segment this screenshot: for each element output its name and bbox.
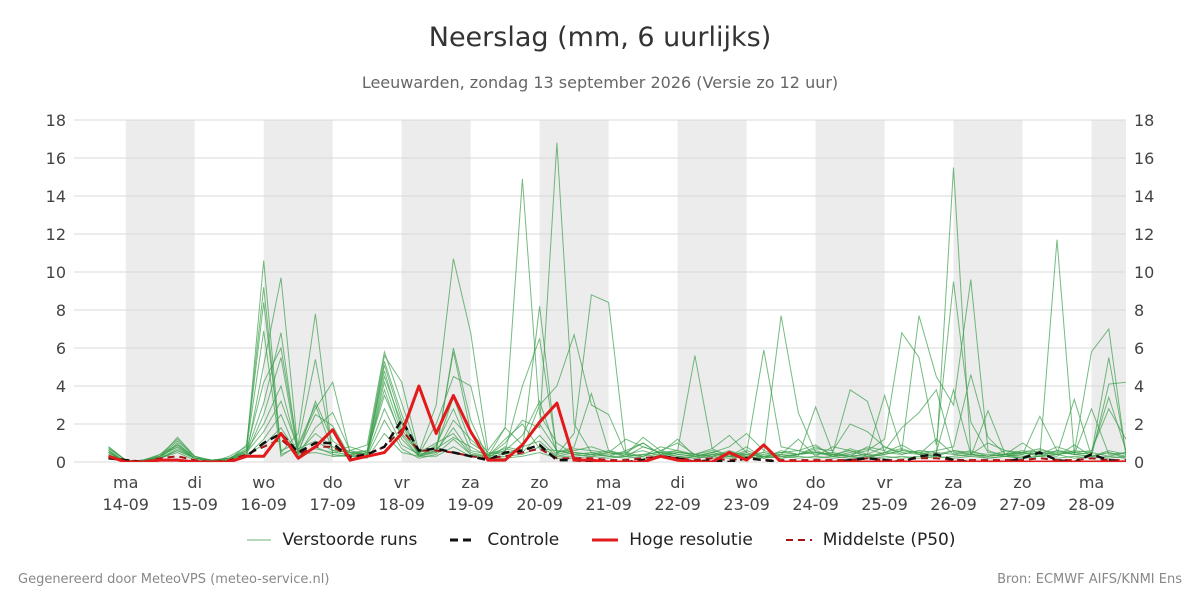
- legend-label-high-res: Hoge resolutie: [629, 530, 753, 550]
- y-tick-label-right: 18: [1134, 111, 1154, 130]
- y-tick-label-left: 0: [56, 453, 66, 472]
- chart-legend: Verstoorde runs Controle Hoge resolutie …: [0, 530, 1200, 550]
- ensemble-run-line: [108, 167, 1126, 462]
- legend-item-high-res[interactable]: Hoge resolutie: [591, 530, 753, 550]
- x-tick-date: 28-09: [1068, 495, 1115, 514]
- x-tick-date: 18-09: [378, 495, 425, 514]
- x-tick-day: do: [806, 473, 826, 492]
- ensemble-run-line: [108, 277, 1126, 462]
- legend-item-control[interactable]: Controle: [449, 530, 559, 550]
- y-tick-label-right: 4: [1134, 377, 1144, 396]
- footer-source: Bron: ECMWF AIFS/KNMI Ens: [997, 572, 1182, 587]
- ensemble-run-line: [108, 279, 1126, 462]
- x-tick-date: 25-09: [861, 495, 908, 514]
- x-tick-day: wo: [252, 473, 275, 492]
- shaded-day-band: [953, 120, 1023, 462]
- y-tick-label-right: 14: [1134, 187, 1154, 206]
- legend-swatch-high-res: [592, 538, 619, 542]
- y-tick-label-right: 12: [1134, 225, 1154, 244]
- y-tick-label-left: 18: [46, 111, 66, 130]
- x-tick-day: zo: [1013, 473, 1031, 492]
- x-tick-date: 20-09: [516, 495, 563, 514]
- x-tick-date: 19-09: [447, 495, 494, 514]
- x-tick-day: ma: [1079, 473, 1104, 492]
- shaded-day-band: [263, 120, 333, 462]
- y-tick-label-right: 10: [1134, 263, 1154, 282]
- shaded-day-band: [677, 120, 747, 462]
- x-tick-date: 24-09: [792, 495, 839, 514]
- ensemble-run-line: [108, 338, 1126, 462]
- y-tick-label-left: 6: [56, 339, 66, 358]
- x-tick-date: 26-09: [930, 495, 977, 514]
- ensemble-run-line: [108, 332, 1126, 462]
- legend-swatch-control: [450, 538, 477, 542]
- legend-item-median[interactable]: Middelste (P50): [785, 530, 956, 550]
- y-tick-label-right: 16: [1134, 149, 1154, 168]
- high-resolution-line: [108, 384, 1126, 462]
- x-tick-date: 14-09: [102, 495, 149, 514]
- legend-label-median: Middelste (P50): [822, 530, 956, 550]
- chart-subtitle: Leeuwarden, zondag 13 september 2026 (Ve…: [361, 73, 839, 92]
- legend-swatch-ensemble: [246, 539, 271, 541]
- y-tick-label-right: 0: [1134, 453, 1144, 472]
- y-tick-label-left: 8: [56, 301, 66, 320]
- y-tick-label-right: 6: [1134, 339, 1144, 358]
- x-tick-day: ma: [596, 473, 621, 492]
- x-tick-date: 27-09: [999, 495, 1046, 514]
- legend-swatch-median: [785, 539, 812, 541]
- y-tick-label-left: 10: [46, 263, 66, 282]
- legend-label-ensemble: Verstoorde runs: [282, 530, 418, 550]
- x-tick-day: ma: [113, 473, 138, 492]
- y-tick-label-left: 4: [56, 377, 66, 396]
- legend-label-control: Controle: [487, 530, 560, 550]
- x-tick-day: do: [323, 473, 343, 492]
- chart-title: Neerslag (mm, 6 uurlijks): [428, 22, 772, 53]
- ensemble-run-line: [108, 427, 1126, 462]
- ensemble-run-line: [108, 400, 1126, 462]
- shaded-day-band: [1091, 120, 1126, 462]
- x-tick-date: 22-09: [654, 495, 701, 514]
- x-tick-day: di: [187, 473, 202, 492]
- shaded-day-band: [815, 120, 885, 462]
- y-tick-label-left: 2: [56, 415, 66, 434]
- shaded-day-band: [125, 120, 195, 462]
- x-tick-day: vr: [877, 473, 893, 492]
- y-tick-label-right: 2: [1134, 415, 1144, 434]
- y-tick-label-left: 12: [46, 225, 66, 244]
- x-tick-day: zo: [531, 473, 549, 492]
- x-tick-date: 15-09: [171, 495, 218, 514]
- footer-credit: Gegenereerd door MeteoVPS (meteo-service…: [18, 572, 330, 587]
- legend-item-ensemble[interactable]: Verstoorde runs: [245, 530, 418, 550]
- x-tick-date: 17-09: [309, 495, 356, 514]
- x-tick-day: za: [944, 473, 962, 492]
- x-tick-day: wo: [735, 473, 758, 492]
- x-tick-date: 23-09: [723, 495, 770, 514]
- x-tick-day: za: [462, 473, 480, 492]
- x-tick-date: 16-09: [240, 495, 287, 514]
- x-tick-day: di: [670, 473, 685, 492]
- y-tick-label-right: 8: [1134, 301, 1144, 320]
- x-tick-day: vr: [394, 473, 410, 492]
- y-tick-label-left: 16: [46, 149, 66, 168]
- x-tick-date: 21-09: [585, 495, 632, 514]
- y-tick-label-left: 14: [46, 187, 66, 206]
